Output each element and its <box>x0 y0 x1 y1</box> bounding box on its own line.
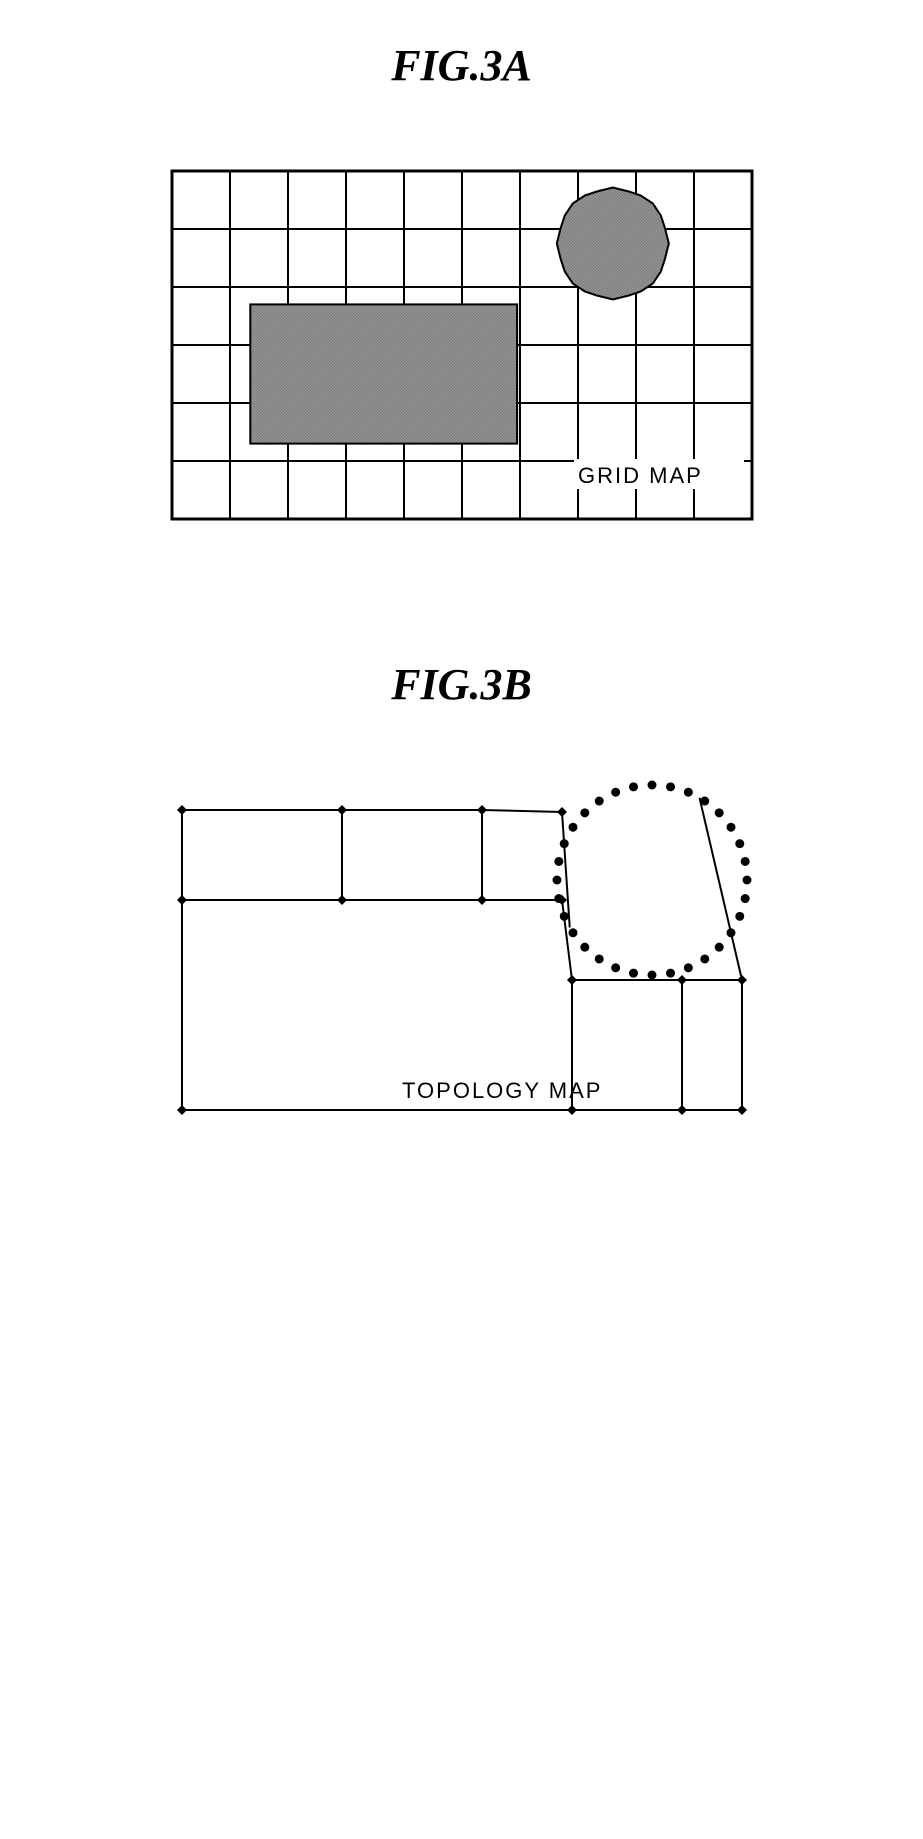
topology-circle-dot <box>666 782 675 791</box>
topology-node <box>737 975 747 985</box>
topology-circle-dot <box>568 928 577 937</box>
topology-node <box>567 1105 577 1115</box>
topology-circle-dot <box>742 876 751 885</box>
topology-circle-dot <box>594 797 603 806</box>
topology-node <box>677 1105 687 1115</box>
topology-circle-dot <box>735 839 744 848</box>
topology-node <box>177 805 187 815</box>
topology-circle-dot <box>666 969 675 978</box>
topology-circle-dot <box>700 797 709 806</box>
topology-circle-dot <box>580 943 589 952</box>
topology-circle-dot <box>647 971 656 980</box>
topology-circle-dot <box>628 969 637 978</box>
grid-map-svg: GRID MAP <box>152 151 772 539</box>
topology-circle-dot <box>700 954 709 963</box>
topology-node <box>557 807 567 817</box>
topology-circle-dot <box>580 808 589 817</box>
topology-map-label: TOPOLOGY MAP <box>402 1078 602 1103</box>
topology-circle-dot <box>714 943 723 952</box>
topology-edge <box>699 798 742 980</box>
topology-node <box>677 975 687 985</box>
topology-edge <box>482 810 562 812</box>
topology-circle-dot <box>740 857 749 866</box>
grid-map-label: GRID MAP <box>578 463 703 488</box>
topology-node <box>737 1105 747 1115</box>
topology-circle-dot <box>611 963 620 972</box>
topology-circle-dot <box>594 954 603 963</box>
topology-circle-dot <box>740 894 749 903</box>
topology-circle-dot <box>611 788 620 797</box>
rect-obstacle <box>250 304 517 443</box>
topology-node <box>337 805 347 815</box>
topology-circle-dot <box>726 823 735 832</box>
topology-node <box>177 895 187 905</box>
topology-circle-dot <box>568 823 577 832</box>
topology-node <box>477 805 487 815</box>
topology-circle-dot <box>647 781 656 790</box>
figure-b-title: FIG.3B <box>40 659 883 710</box>
topology-circle-dot <box>554 894 563 903</box>
figure-a-title: FIG.3A <box>40 40 883 91</box>
figure-a-container: GRID MAP <box>40 151 883 539</box>
topology-node <box>567 975 577 985</box>
topology-node <box>337 895 347 905</box>
topology-circle-dot <box>726 928 735 937</box>
topology-circle-dot <box>714 808 723 817</box>
topology-circle-dot <box>559 839 568 848</box>
topology-circle-dot <box>559 912 568 921</box>
topology-circle-dot <box>683 963 692 972</box>
topology-node <box>477 895 487 905</box>
topology-circle-dot <box>552 876 561 885</box>
topology-circle-dot <box>683 788 692 797</box>
figure-b-container: TOPOLOGY MAP <box>40 770 883 1140</box>
topology-node <box>177 1105 187 1115</box>
topology-circle-dot <box>554 857 563 866</box>
topology-circle-dot <box>628 782 637 791</box>
circle-obstacle <box>556 188 668 300</box>
topology-circle-dot <box>735 912 744 921</box>
topology-map-svg: TOPOLOGY MAP <box>142 770 782 1140</box>
